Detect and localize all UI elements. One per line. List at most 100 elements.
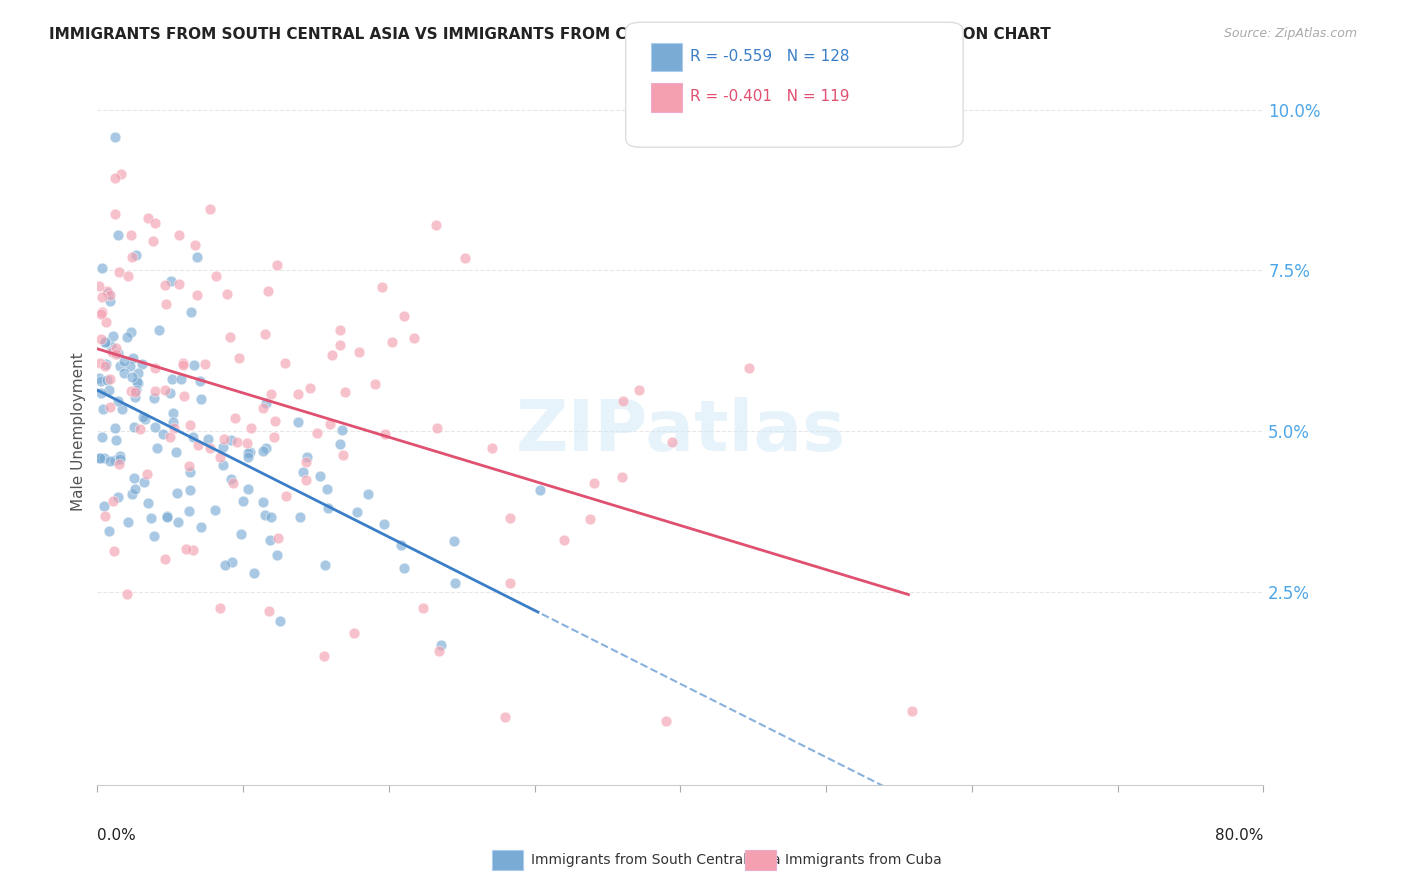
Text: Source: ZipAtlas.com: Source: ZipAtlas.com: [1223, 27, 1357, 40]
Point: [295, 450, 318, 464]
Point: [312, 649, 335, 664]
Point: [295, 455, 318, 469]
Point: [425, 218, 447, 232]
Point: [108, 457, 131, 471]
Point: [221, 555, 243, 569]
Point: [96, 284, 118, 298]
Point: [104, 207, 127, 221]
Point: [610, 470, 633, 484]
Point: [94, 357, 117, 371]
Point: [156, 509, 179, 524]
Point: [238, 483, 260, 497]
Point: [143, 361, 166, 376]
Point: [240, 421, 263, 435]
Point: [373, 517, 395, 532]
Point: [100, 345, 122, 359]
Point: [105, 347, 128, 361]
Point: [499, 576, 522, 591]
Point: [142, 235, 165, 249]
Point: [97, 286, 120, 301]
Point: [197, 432, 219, 446]
Point: [186, 287, 208, 301]
Point: [173, 389, 195, 403]
Point: [163, 421, 186, 435]
Point: [443, 576, 465, 591]
Point: [90, 385, 112, 400]
Point: [236, 450, 259, 465]
Point: [219, 472, 242, 486]
Point: [120, 227, 142, 242]
Point: [128, 422, 150, 436]
Point: [104, 130, 127, 145]
Point: [287, 416, 309, 430]
Point: [143, 216, 166, 230]
Point: [98, 384, 121, 398]
Point: [98, 453, 121, 467]
Point: [252, 444, 274, 458]
Point: [187, 437, 209, 451]
Point: [252, 401, 274, 415]
Text: Immigrants from South Central Asia: Immigrants from South Central Asia: [531, 853, 782, 867]
Point: [104, 341, 127, 355]
Point: [125, 383, 148, 397]
Point: [141, 511, 163, 525]
Point: [143, 384, 166, 399]
Point: [371, 279, 394, 293]
Point: [225, 434, 247, 449]
Point: [204, 502, 226, 516]
Point: [430, 638, 453, 652]
Point: [179, 483, 201, 497]
Point: [179, 417, 201, 432]
Point: [90, 304, 112, 318]
Text: Immigrants from Cuba: Immigrants from Cuba: [785, 853, 941, 867]
Point: [124, 420, 146, 434]
Point: [103, 544, 125, 558]
Point: [115, 330, 138, 344]
Point: [124, 471, 146, 485]
Point: [219, 330, 242, 344]
Point: [443, 534, 465, 549]
Point: [108, 452, 131, 467]
Point: [105, 433, 128, 447]
Point: [181, 543, 204, 558]
Text: R = -0.401   N = 119: R = -0.401 N = 119: [690, 89, 849, 103]
Point: [318, 500, 340, 515]
Point: [481, 441, 503, 455]
Point: [120, 325, 142, 339]
Point: [94, 334, 117, 349]
Point: [159, 386, 181, 401]
Point: [229, 526, 252, 541]
Point: [101, 343, 124, 358]
Point: [121, 370, 143, 384]
Point: [89, 278, 111, 293]
Point: [91, 290, 114, 304]
Point: [174, 542, 197, 557]
Point: [98, 372, 121, 386]
Point: [167, 227, 190, 242]
Point: [318, 417, 340, 431]
Point: [117, 516, 139, 530]
Point: [93, 500, 115, 514]
Point: [121, 487, 143, 501]
Point: [143, 420, 166, 434]
Point: [392, 309, 415, 323]
Point: [127, 376, 149, 390]
Point: [294, 473, 316, 487]
Point: [162, 415, 184, 429]
Point: [335, 385, 357, 400]
Point: [287, 387, 309, 401]
Point: [107, 394, 129, 409]
Point: [121, 351, 143, 366]
Point: [402, 331, 425, 345]
Point: [90, 307, 112, 321]
Point: [131, 357, 153, 371]
Point: [628, 383, 651, 397]
Point: [193, 357, 215, 371]
Point: [124, 390, 146, 404]
Point: [494, 709, 516, 723]
Point: [107, 227, 129, 242]
Point: [148, 323, 170, 337]
Point: [145, 441, 167, 455]
Point: [167, 515, 190, 529]
Point: [582, 475, 605, 490]
